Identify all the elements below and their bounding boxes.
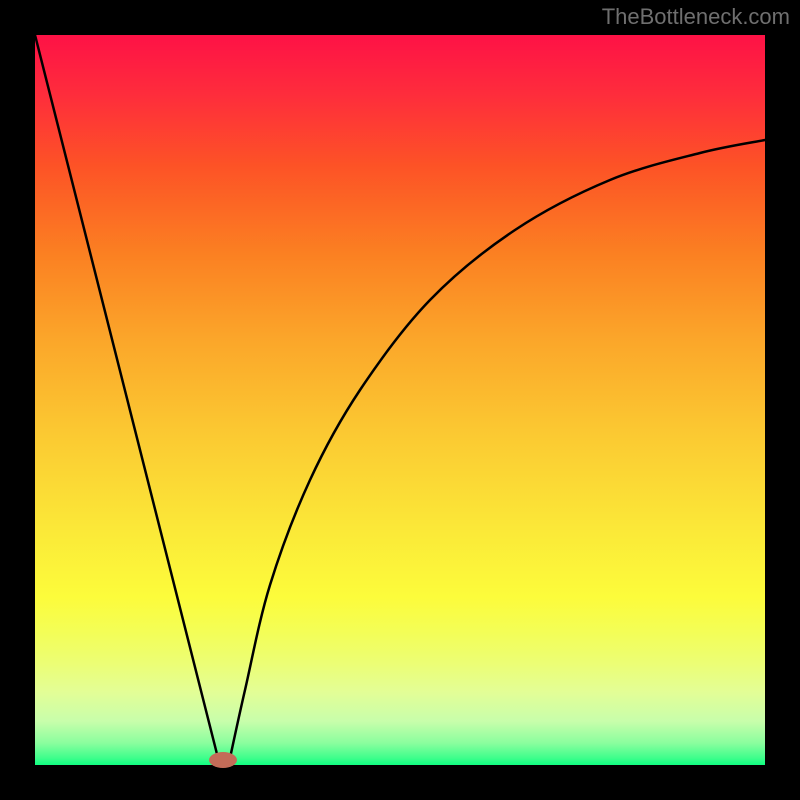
outer-frame: TheBottleneck.com bbox=[0, 0, 800, 800]
plot-background bbox=[35, 35, 765, 765]
optimum-marker bbox=[209, 752, 237, 768]
bottleneck-chart bbox=[0, 0, 800, 800]
